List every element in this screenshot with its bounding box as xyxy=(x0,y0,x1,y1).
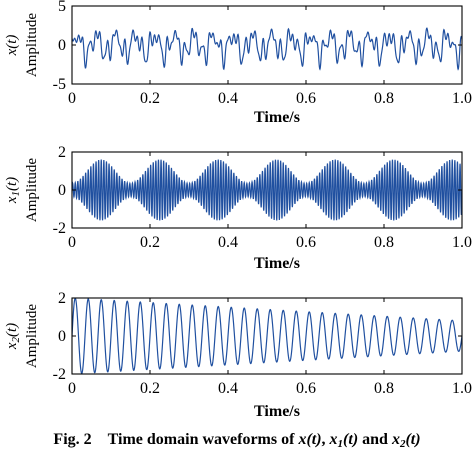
y-var-name: x xyxy=(4,196,20,204)
y-tick-label: 5 xyxy=(58,0,66,15)
y-tick-label: 2 xyxy=(58,290,66,307)
y-tick-label: 2 xyxy=(58,144,66,161)
caption-var-x1-base: x xyxy=(329,431,338,448)
caption-var-x: x(t) xyxy=(297,431,321,448)
x-tick-label: 1.0 xyxy=(452,90,472,107)
y-axis-label: Amplitude xyxy=(24,13,40,78)
y-tick-label: 0 xyxy=(58,328,66,345)
series-line xyxy=(72,27,462,71)
caption-var-x1-sub: 1 xyxy=(338,438,344,450)
x-tick-label: 0 xyxy=(68,380,76,397)
caption-text: Time domain waveforms of xyxy=(108,431,299,448)
y-var-subscript: 1 xyxy=(10,191,22,197)
y-var-arg: (t) xyxy=(4,323,20,337)
y-tick-label: 0 xyxy=(58,37,66,54)
y-var-name: x xyxy=(4,48,20,56)
y-var-arg: (t) xyxy=(4,177,20,191)
x-tick-label: 1.0 xyxy=(452,234,472,251)
y-tick-label: -5 xyxy=(53,76,66,93)
x-axis-label: Time/s xyxy=(254,109,300,126)
y-tick-label: -2 xyxy=(53,220,66,237)
series-line xyxy=(72,159,462,221)
caption-var-x1-arg: (t) xyxy=(343,431,358,448)
caption-var-x2-sub: 2 xyxy=(399,438,406,450)
caption-prefix: Fig. 2 xyxy=(53,431,107,448)
caption-and: and xyxy=(358,431,392,448)
x-tick-label: 0.4 xyxy=(218,380,238,397)
x-tick-label: 0.6 xyxy=(296,380,316,397)
x-tick-label: 0.8 xyxy=(374,90,394,107)
y-axis-variable: x(t) xyxy=(4,35,20,57)
x-tick-label: 0.8 xyxy=(374,234,394,251)
y-tick-label: -2 xyxy=(53,366,66,383)
x-tick-label: 1.0 xyxy=(452,380,472,397)
x-tick-label: 0.6 xyxy=(296,234,316,251)
y-var-subscript: 2 xyxy=(10,337,22,343)
x-tick-label: 0.2 xyxy=(140,380,160,397)
caption-var-x2-arg: (t) xyxy=(405,431,420,448)
series-line xyxy=(72,298,462,374)
caption-var-x2-base: x xyxy=(391,431,400,448)
x-tick-label: 0.8 xyxy=(374,380,394,397)
caption-comma: , xyxy=(322,431,330,448)
x-tick-label: 0 xyxy=(68,234,76,251)
y-tick-label: 0 xyxy=(58,182,66,199)
y-var-name: x xyxy=(4,342,20,350)
x-tick-label: 0.4 xyxy=(218,90,238,107)
y-axis-variable: x2(t) xyxy=(4,323,22,350)
y-axis-label: Amplitude xyxy=(24,304,40,369)
x-tick-label: 0.2 xyxy=(140,234,160,251)
x-axis-label: Time/s xyxy=(254,255,300,272)
x-axis-label: Time/s xyxy=(254,403,300,420)
x-tick-label: 0.6 xyxy=(296,90,316,107)
figure-caption: Fig. 2 Time domain waveforms of x(t), x1… xyxy=(53,431,420,450)
x-tick-label: 0 xyxy=(68,90,76,107)
y-axis-variable: x1(t) xyxy=(4,177,22,204)
x-tick-label: 0.4 xyxy=(218,234,238,251)
y-var-arg: (t) xyxy=(4,35,20,49)
y-axis-label: Amplitude xyxy=(24,158,40,223)
x-tick-label: 0.2 xyxy=(140,90,160,107)
